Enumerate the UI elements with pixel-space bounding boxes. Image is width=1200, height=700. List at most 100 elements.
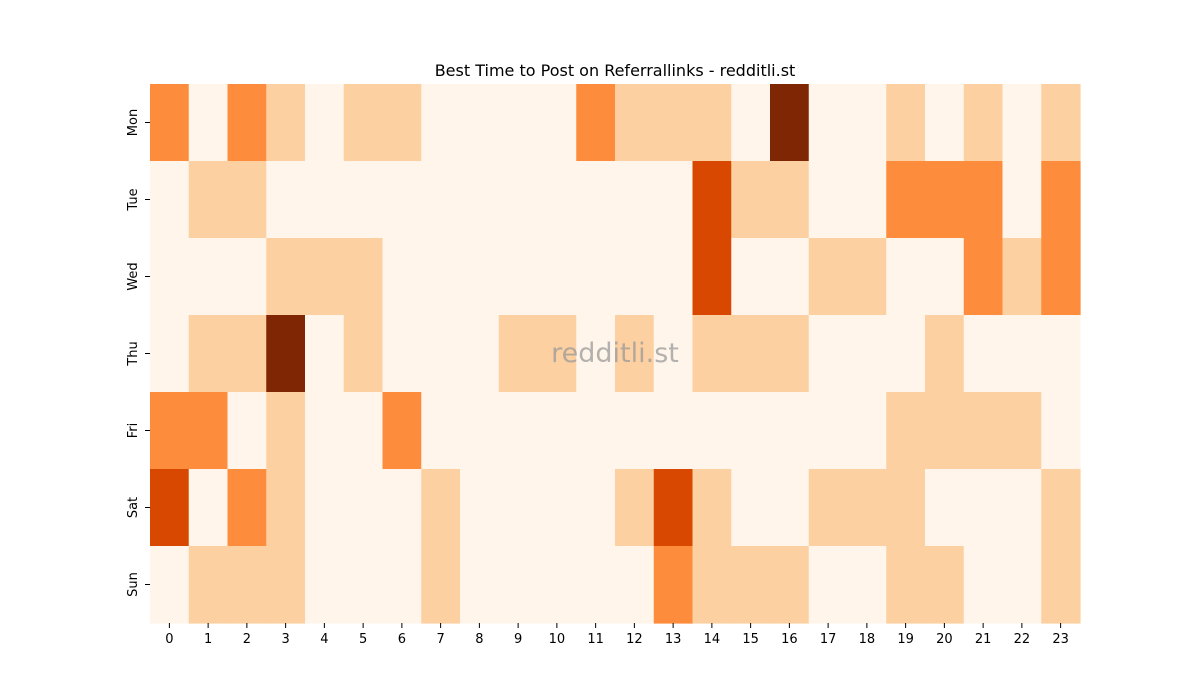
heatmap-cell-sun-21: [963, 546, 1004, 624]
x-tick-label: 12: [626, 632, 643, 647]
heatmap-cell-fri-1: [188, 392, 229, 470]
x-tick-label: 21: [975, 632, 992, 647]
heatmap-cell-sat-3: [266, 469, 306, 547]
heatmap-cell-fri-15: [731, 392, 771, 470]
x-tick-label: 20: [936, 632, 953, 647]
x-tick-label: 6: [398, 632, 406, 647]
heatmap-cell-wed-9: [498, 238, 539, 316]
heatmap-cell-tue-16: [770, 161, 810, 239]
heatmap-cell-tue-3: [266, 161, 306, 239]
x-tick-label: 10: [549, 632, 566, 647]
heatmap-cell-sat-15: [731, 469, 771, 547]
heatmap-cell-wed-17: [808, 238, 849, 316]
heatmap-cell-wed-8: [460, 238, 500, 316]
heatmap-cell-thu-7: [421, 315, 461, 393]
heatmap-cell-wed-16: [770, 238, 810, 316]
heatmap-cell-sat-21: [963, 469, 1004, 547]
heatmap-cell-sat-6: [382, 469, 422, 547]
heatmap-cell-sat-11: [576, 469, 616, 547]
heatmap-cell-tue-2: [227, 161, 267, 239]
heatmap-cell-wed-7: [421, 238, 461, 316]
y-tick-label: Tue: [126, 188, 141, 211]
heatmap-cell-tue-9: [498, 161, 539, 239]
heatmap-cell-sun-4: [305, 546, 345, 624]
heatmap-cell-wed-13: [653, 238, 694, 316]
x-tick-label: 22: [1014, 632, 1031, 647]
heatmap-cell-mon-14: [692, 84, 732, 162]
heatmap-cell-mon-16: [770, 84, 810, 162]
heatmap-cell-tue-6: [382, 161, 422, 239]
heatmap-cell-sun-22: [1002, 546, 1042, 624]
heatmap-cell-fri-22: [1002, 392, 1042, 470]
heatmap-cell-tue-20: [925, 161, 965, 239]
heatmap-cell-fri-2: [227, 392, 267, 470]
heatmap-cell-sat-12: [615, 469, 655, 547]
heatmap-cell-sun-9: [498, 546, 539, 624]
heatmap-cell-wed-3: [266, 238, 306, 316]
heatmap-cell-sun-16: [770, 546, 810, 624]
heatmap-cell-mon-3: [266, 84, 306, 162]
heatmap-cell-thu-1: [188, 315, 229, 393]
heatmap-cell-mon-15: [731, 84, 771, 162]
heatmap-cell-thu-8: [460, 315, 500, 393]
y-tick-label: Fri: [126, 423, 141, 439]
heatmap-cell-fri-3: [266, 392, 306, 470]
heatmap-cell-wed-0: [150, 238, 190, 316]
x-tick-label: 1: [204, 632, 212, 647]
heatmap-cell-tue-18: [847, 161, 887, 239]
heatmap-cell-mon-1: [188, 84, 229, 162]
heatmap-cell-sat-16: [770, 469, 810, 547]
heatmap-cell-sun-15: [731, 546, 771, 624]
heatmap-cell-thu-12: [615, 315, 655, 393]
heatmap-cell-sun-5: [343, 546, 384, 624]
heatmap-cell-thu-9: [498, 315, 539, 393]
heatmap-cell-wed-18: [847, 238, 887, 316]
heatmap-cell-tue-17: [808, 161, 849, 239]
heatmap-cell-thu-15: [731, 315, 771, 393]
heatmap-cell-mon-20: [925, 84, 965, 162]
heatmap-cell-sat-18: [847, 469, 887, 547]
heatmap-cell-tue-11: [576, 161, 616, 239]
heatmap-cell-mon-23: [1041, 84, 1081, 162]
heatmap-cell-fri-16: [770, 392, 810, 470]
heatmap-cell-thu-23: [1041, 315, 1081, 393]
x-tick-label: 17: [820, 632, 837, 647]
heatmap-cell-wed-6: [382, 238, 422, 316]
heatmap-cell-thu-20: [925, 315, 965, 393]
x-tick-label: 8: [475, 632, 483, 647]
x-tick-label: 18: [859, 632, 876, 647]
heatmap-cell-sun-23: [1041, 546, 1081, 624]
heatmap-cell-thu-3: [266, 315, 306, 393]
heatmap-cell-thu-22: [1002, 315, 1042, 393]
heatmap-cell-wed-11: [576, 238, 616, 316]
x-tick-label: 4: [320, 632, 328, 647]
heatmap-cell-sun-19: [886, 546, 926, 624]
heatmap-cell-fri-10: [537, 392, 577, 470]
heatmap-cell-tue-5: [343, 161, 384, 239]
heatmap-cell-tue-0: [150, 161, 190, 239]
heatmap-cell-wed-23: [1041, 238, 1081, 316]
x-tick-label: 16: [781, 632, 798, 647]
x-axis: 0 1 2 3 4 5 6 7 8 9 10 11 12 13 14 15 16 17 18 19 20 21 22 23: [165, 623, 1069, 647]
heatmap-cell-sun-18: [847, 546, 887, 624]
heatmap-cell-wed-15: [731, 238, 771, 316]
heatmap-cell-sun-1: [188, 546, 229, 624]
heatmap-cell-sat-9: [498, 469, 539, 547]
heatmap-cell-fri-4: [305, 392, 345, 470]
heatmap-cell-thu-13: [653, 315, 694, 393]
heatmap-cell-tue-23: [1041, 161, 1081, 239]
heatmap-cell-mon-19: [886, 84, 926, 162]
heatmap-cell-wed-2: [227, 238, 267, 316]
heatmap-cell-tue-8: [460, 161, 500, 239]
heatmap-cell-fri-7: [421, 392, 461, 470]
heatmap-cell-fri-12: [615, 392, 655, 470]
heatmap-cell-sun-2: [227, 546, 267, 624]
heatmap-cell-thu-19: [886, 315, 926, 393]
heatmap-cell-sat-17: [808, 469, 849, 547]
y-tick-label: Thu: [126, 341, 141, 366]
heatmap-cell-sat-19: [886, 469, 926, 547]
x-tick-label: 13: [665, 632, 682, 647]
heatmap-cell-mon-8: [460, 84, 500, 162]
heatmap-cell-sat-20: [925, 469, 965, 547]
heatmap-cell-wed-10: [537, 238, 577, 316]
